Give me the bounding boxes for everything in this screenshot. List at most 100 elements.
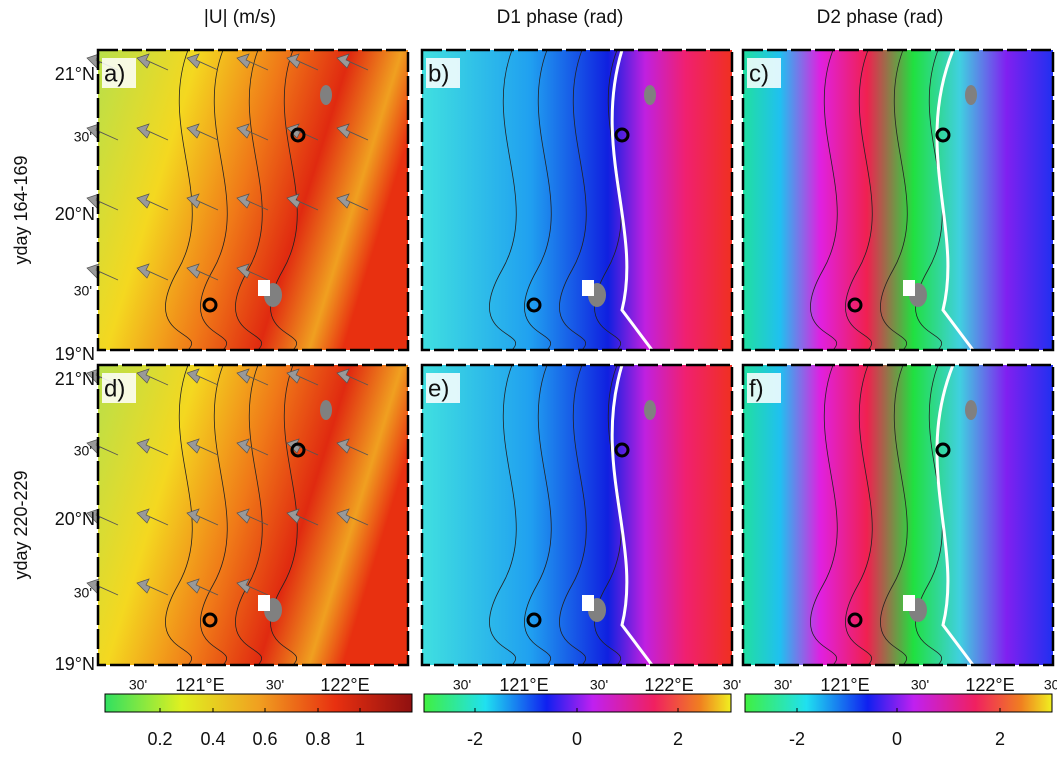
island-mask [903,595,915,611]
island-mask [258,595,270,611]
current-arrow [186,368,219,386]
panel-label: e) [428,375,449,402]
current-arrow [286,368,319,386]
current-arrow [236,508,269,526]
colorbar-tick-label: 2 [673,729,683,749]
mooring-site [526,297,542,313]
current-arrow [336,193,369,211]
latitude-label: 30' [74,129,92,145]
bathymetry-contour [270,49,298,351]
mooring-site [290,127,306,143]
current-arrow [236,53,269,71]
zero-contour [935,49,975,351]
current-arrow [136,123,169,141]
island [320,400,332,420]
colorbar-tick-label: 0.4 [200,729,225,749]
longitude-label: 122°E [644,675,693,695]
panel-frame [420,48,734,352]
mooring-site [526,612,542,628]
latitude-label: 30' [74,443,92,459]
zero-contour [935,364,975,666]
current-arrow [336,123,369,141]
map-field [98,365,408,665]
current-arrow [86,53,119,71]
bathymetry-contour [524,364,552,666]
island [644,400,656,420]
latitude-label: 19°N [55,344,95,364]
latitude-label: 20°N [55,509,95,529]
current-arrow [236,368,269,386]
row-label: yday 164-169 [11,155,31,264]
current-arrow [186,193,219,211]
current-arrow [86,263,119,281]
colorbar [744,693,1053,713]
current-arrow [286,53,319,71]
current-arrow [136,438,169,456]
longitude-label: 30' [453,677,471,693]
current-arrow [236,263,269,281]
longitude-label: 30' [723,677,741,693]
map-field [422,50,732,350]
current-arrow [336,438,369,456]
bathymetry-contour [235,364,263,666]
colorbar-tick-label: -2 [789,729,805,749]
island [320,85,332,105]
current-arrow [136,508,169,526]
current-arrow [236,438,269,456]
current-arrow [136,53,169,71]
current-arrow [86,438,119,456]
colorbar-tick-label: 0 [892,729,902,749]
panel-label: c) [749,60,769,87]
current-arrow [136,368,169,386]
current-arrow [186,578,219,596]
column-title: D1 phase (rad) [497,7,624,28]
bathymetry-contour [200,49,228,351]
colorbar-tick-label: 0 [572,729,582,749]
map-field [422,365,732,665]
current-arrow [86,193,119,211]
row-label: yday 220-229 [11,470,31,579]
panel-label-bg [102,58,136,88]
bathymetry-contour [524,49,552,351]
colorbar-tick-label: 0.8 [305,729,330,749]
current-arrow [136,193,169,211]
panel-label: d) [104,375,125,402]
bathymetry-contour [880,49,908,351]
longitude-label: 30' [911,677,929,693]
longitude-label: 30' [266,677,284,693]
mooring-site [935,442,951,458]
panel-label: a) [104,60,125,87]
current-arrow [186,508,219,526]
longitude-label: 121°E [499,675,548,695]
mooring-site [202,612,218,628]
colorbar-tick-label: 0.2 [147,729,172,749]
latitude-label: 21°N [55,369,95,389]
current-arrow [336,368,369,386]
bathymetry-contour [489,49,517,351]
bathymetry-contour [845,49,873,351]
island [965,85,977,105]
bathymetry-contour [915,364,943,666]
panel-label: b) [428,60,449,87]
colorbar-tick-label: -2 [467,729,483,749]
longitude-label: 122°E [320,675,369,695]
latitude-label: 19°N [55,654,95,674]
current-arrow [286,508,319,526]
bathymetry-contour [915,49,943,351]
island-mask [258,280,270,296]
bathymetry-contour [845,364,873,666]
bathymetry-contour [200,364,228,666]
colorbar-tick-label: 0.6 [252,729,277,749]
bathymetry-contour [165,49,193,351]
bathymetry-contour [270,364,298,666]
panel-frame [741,363,1055,667]
bathymetry-contour [165,364,193,666]
mooring-site [614,127,630,143]
column-title: D2 phase (rad) [817,7,944,28]
longitude-label: 121°E [175,675,224,695]
panel-label-bg [747,58,781,88]
island-mask [903,280,915,296]
current-arrow [236,193,269,211]
bathymetry-contour [235,49,263,351]
latitude-label: 21°N [55,64,95,84]
